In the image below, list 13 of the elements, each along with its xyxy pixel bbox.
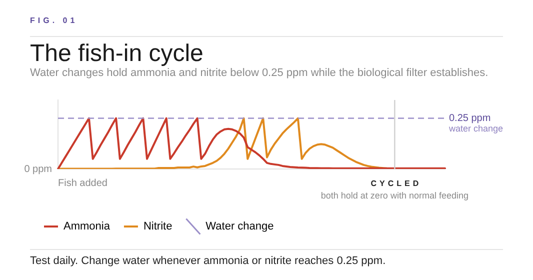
text: water change: [448, 124, 504, 134]
chart-title: The fish-in cycle: [30, 40, 204, 68]
text: both hold at zero with normal feeding: [320, 190, 468, 200]
legend-label: Water change: [206, 220, 274, 233]
text: Fish added: [58, 178, 108, 189]
text: 0 ppm: [24, 164, 52, 175]
legend-label: Ammonia: [64, 220, 111, 233]
chart-subtitle: Water changes hold ammonia and nitrite below 0.25 ppm while the biological filter establishes.: [30, 67, 488, 79]
legend-label: Nitrite: [143, 220, 172, 233]
caption: FIG. 01: [30, 16, 78, 25]
text: CYCLED: [370, 179, 422, 188]
text: 0.25 ppm: [449, 113, 491, 124]
text: Test daily. Change water whenever ammonia or nitrite reaches 0.25 ppm.: [30, 255, 386, 267]
